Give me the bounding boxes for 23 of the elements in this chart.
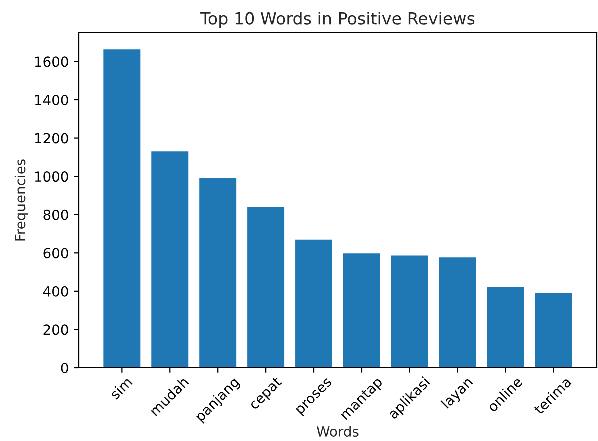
y-tick-label: 1200 xyxy=(35,133,68,144)
y-tick-label: 600 xyxy=(44,248,68,259)
bar xyxy=(486,286,526,368)
chart-title: Top 10 Words in Positive Reviews xyxy=(200,12,475,28)
bar xyxy=(342,252,382,368)
bar xyxy=(246,206,286,368)
y-tick-label: 200 xyxy=(44,324,68,336)
y-tick-label: 1400 xyxy=(35,94,68,106)
y-tick-label: 400 xyxy=(43,286,68,297)
y-tick-label: 0 xyxy=(61,362,68,374)
bar xyxy=(390,254,430,368)
y-tick-label: 1000 xyxy=(35,172,68,182)
x-axis-title: Words xyxy=(316,426,359,437)
bar xyxy=(534,292,574,368)
y-tick-label: 1600 xyxy=(35,56,68,68)
bar xyxy=(150,150,190,368)
x-tick-label: sim xyxy=(109,376,133,400)
bar xyxy=(102,48,142,368)
bar xyxy=(294,238,334,368)
y-axis-title: Frequencies xyxy=(14,160,28,241)
y-tick-label: 800 xyxy=(44,210,68,220)
bar xyxy=(198,177,238,368)
bar xyxy=(438,256,478,368)
